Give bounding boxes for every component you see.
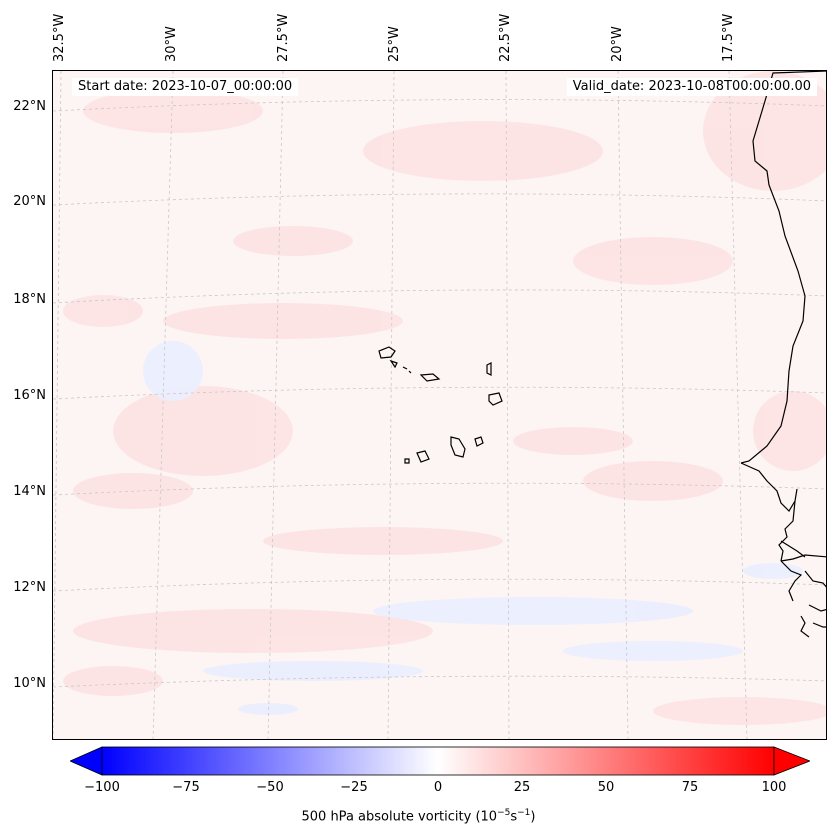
- colorbar-tick: −25: [340, 780, 368, 795]
- colorbar-gradient: [101, 746, 775, 776]
- colorbar-tick: 75: [681, 780, 699, 795]
- colorbar-label: 500 hPa absolute vorticity (10−5s−1): [0, 808, 837, 824]
- lat-label-22n: 22°N: [13, 99, 46, 114]
- lon-label-27-5w: 27.5°W: [276, 13, 291, 62]
- lat-label-18n: 18°N: [13, 292, 46, 307]
- african-coastline: [740, 71, 826, 638]
- lat-label-14n: 14°N: [13, 484, 46, 499]
- lat-label-10n: 10°N: [13, 676, 46, 691]
- colorbar-extend-min: [69, 746, 103, 776]
- colorbar-label-mid: s: [510, 809, 518, 825]
- lat-label-12n: 12°N: [13, 580, 46, 595]
- lon-label-17-5w: 17.5°W: [721, 13, 736, 62]
- valid-date-label: Valid_date: 2023-10-08T00:00:00.00: [566, 78, 817, 96]
- start-date-label: Start date: 2023-10-07_00:00:00: [72, 78, 299, 96]
- vorticity-negative-field: [143, 341, 803, 715]
- colorbar-tick: −50: [256, 780, 284, 795]
- colorbar-extend-max: [773, 746, 812, 776]
- lon-label-32-5w: 32.5°W: [52, 13, 67, 62]
- lon-label-30w: 30°W: [164, 26, 179, 62]
- map-canvas: [53, 71, 826, 739]
- colorbar-tick: 100: [761, 780, 787, 795]
- lon-label-25w: 25°W: [387, 26, 402, 62]
- colorbar-label-end: ): [530, 809, 536, 825]
- colorbar-tick: 0: [433, 780, 443, 795]
- cape-verde-islands: [378, 346, 503, 464]
- colorbar: [69, 746, 812, 776]
- colorbar-label-main: 500 hPa absolute vorticity (10: [301, 809, 498, 825]
- lat-label-20n: 20°N: [13, 194, 46, 209]
- colorbar-tick: 50: [597, 780, 615, 795]
- vorticity-map: [52, 70, 827, 740]
- colorbar-label-exp1: −5: [497, 808, 511, 818]
- graticule: [53, 71, 826, 739]
- colorbar-tick: −75: [172, 780, 200, 795]
- colorbar-svg: [69, 746, 812, 776]
- colorbar-tick: 25: [513, 780, 531, 795]
- lon-label-22-5w: 22.5°W: [498, 13, 513, 62]
- colorbar-tick: −100: [84, 780, 120, 795]
- lat-label-16n: 16°N: [13, 388, 46, 403]
- lon-label-20w: 20°W: [610, 26, 625, 62]
- colorbar-label-exp2: −1: [517, 808, 531, 818]
